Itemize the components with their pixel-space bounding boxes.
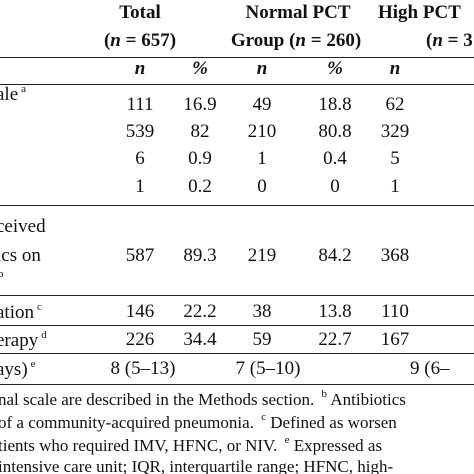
cell: 329 [380,121,410,142]
row-label: ale a [0,83,27,105]
column-subheader: (n = 657) [104,31,176,50]
cell: 22.7 [318,329,352,350]
header-text: = 260) [306,30,362,51]
cell: 13.8 [318,301,352,322]
cell: 368 [380,245,410,266]
cell: 219 [247,245,277,266]
cell: 22.2 [183,301,217,322]
cell: 587 [125,245,155,266]
rule [0,84,474,85]
header-text: n [295,30,307,51]
cell: 6 [135,148,145,169]
column-subheader: (n = 3 [426,31,473,50]
row-label: ays) e [0,358,36,380]
column-header: High PCT [378,2,461,23]
footnote-text: Expressed as [289,436,383,455]
cell: 146 [125,301,155,322]
cell: 539 [125,121,155,142]
header-text: = 3 [442,30,473,51]
row-label: ceived [0,216,46,237]
footnote-marker: b [321,388,328,400]
rule [0,384,474,385]
rule [0,57,474,58]
cell: 38 [252,301,272,322]
rule [0,325,474,326]
header-text: ( [103,30,111,51]
footnote-text: of a community-acquired pneumonia. [0,413,259,432]
cell: 8 (5–13) [110,358,176,379]
cell: 82 [190,121,210,142]
footnote: nal scale are described in the Methods s… [0,388,406,409]
footnote-marker: d [41,329,47,341]
stat-header: % [192,58,208,79]
stat-header: n [256,58,268,79]
cell: 18.8 [318,94,352,115]
cell: 110 [381,301,409,322]
footnote-text: tients who required IMV, HFNC, or NIV. [0,436,282,455]
footnote-marker: c [261,411,267,423]
footnote-marker: e [284,434,290,446]
cell: 0.9 [188,148,212,169]
footnote-marker: c [37,301,42,313]
row-label: erapy d [0,329,47,351]
cell: 7 (5–10) [235,358,301,379]
stat-header: % [327,58,343,79]
cell: 9 (6– [410,358,450,379]
cell: 62 [385,94,405,115]
cell: 84.2 [318,245,352,266]
footnote-text: intensive care unit; IQR, interquartile … [0,457,394,474]
footnote: tients who required IMV, HFNC, or NIV. e… [0,434,383,455]
footnote: intensive care unit; IQR, interquartile … [0,458,393,474]
row-label: ation c [0,301,42,323]
column-header: Total [119,2,161,23]
cell: 167 [380,329,410,350]
column-header: Normal PCT [245,2,351,23]
cell: 5 [390,148,400,169]
cell: 49 [252,94,272,115]
cell: 1 [135,176,145,197]
cell: 1 [257,148,267,169]
header-text: ( [426,30,433,51]
cell: 0.2 [188,176,212,197]
footnote-marker: b [0,268,4,280]
header-text: n [432,30,443,51]
rule [0,295,474,296]
footnote-text: Antibiotics [327,390,406,409]
rule [0,353,474,354]
header-text: = 657) [120,30,177,51]
cell: 34.4 [183,329,217,350]
row-label: ics on [0,245,41,266]
cell: 80.8 [318,121,352,142]
cell: 89.3 [183,245,217,266]
cell: 1 [390,176,400,197]
stat-header: n [389,58,401,79]
rule [0,205,474,206]
column-subheader: Group (n = 260) [231,31,361,50]
cell: 0 [330,176,340,197]
footnote-marker: a [21,83,27,95]
cell: 0 [257,176,267,197]
cell: 226 [125,329,155,350]
cell: 16.9 [183,94,217,115]
cell: 111 [126,94,154,115]
header-text: Group ( [230,30,296,51]
cell: 59 [252,329,272,350]
footnote-text: nal scale are described in the Methods s… [0,390,319,409]
header-text: n [110,30,121,51]
footnote: of a community-acquired pneumonia. c Def… [0,411,397,432]
stat-header: n [134,58,146,79]
footnote-text: Defined as worsen [266,413,397,432]
footnote-marker: e [30,358,36,370]
cell: 210 [247,121,277,142]
cell: 0.4 [323,148,347,169]
